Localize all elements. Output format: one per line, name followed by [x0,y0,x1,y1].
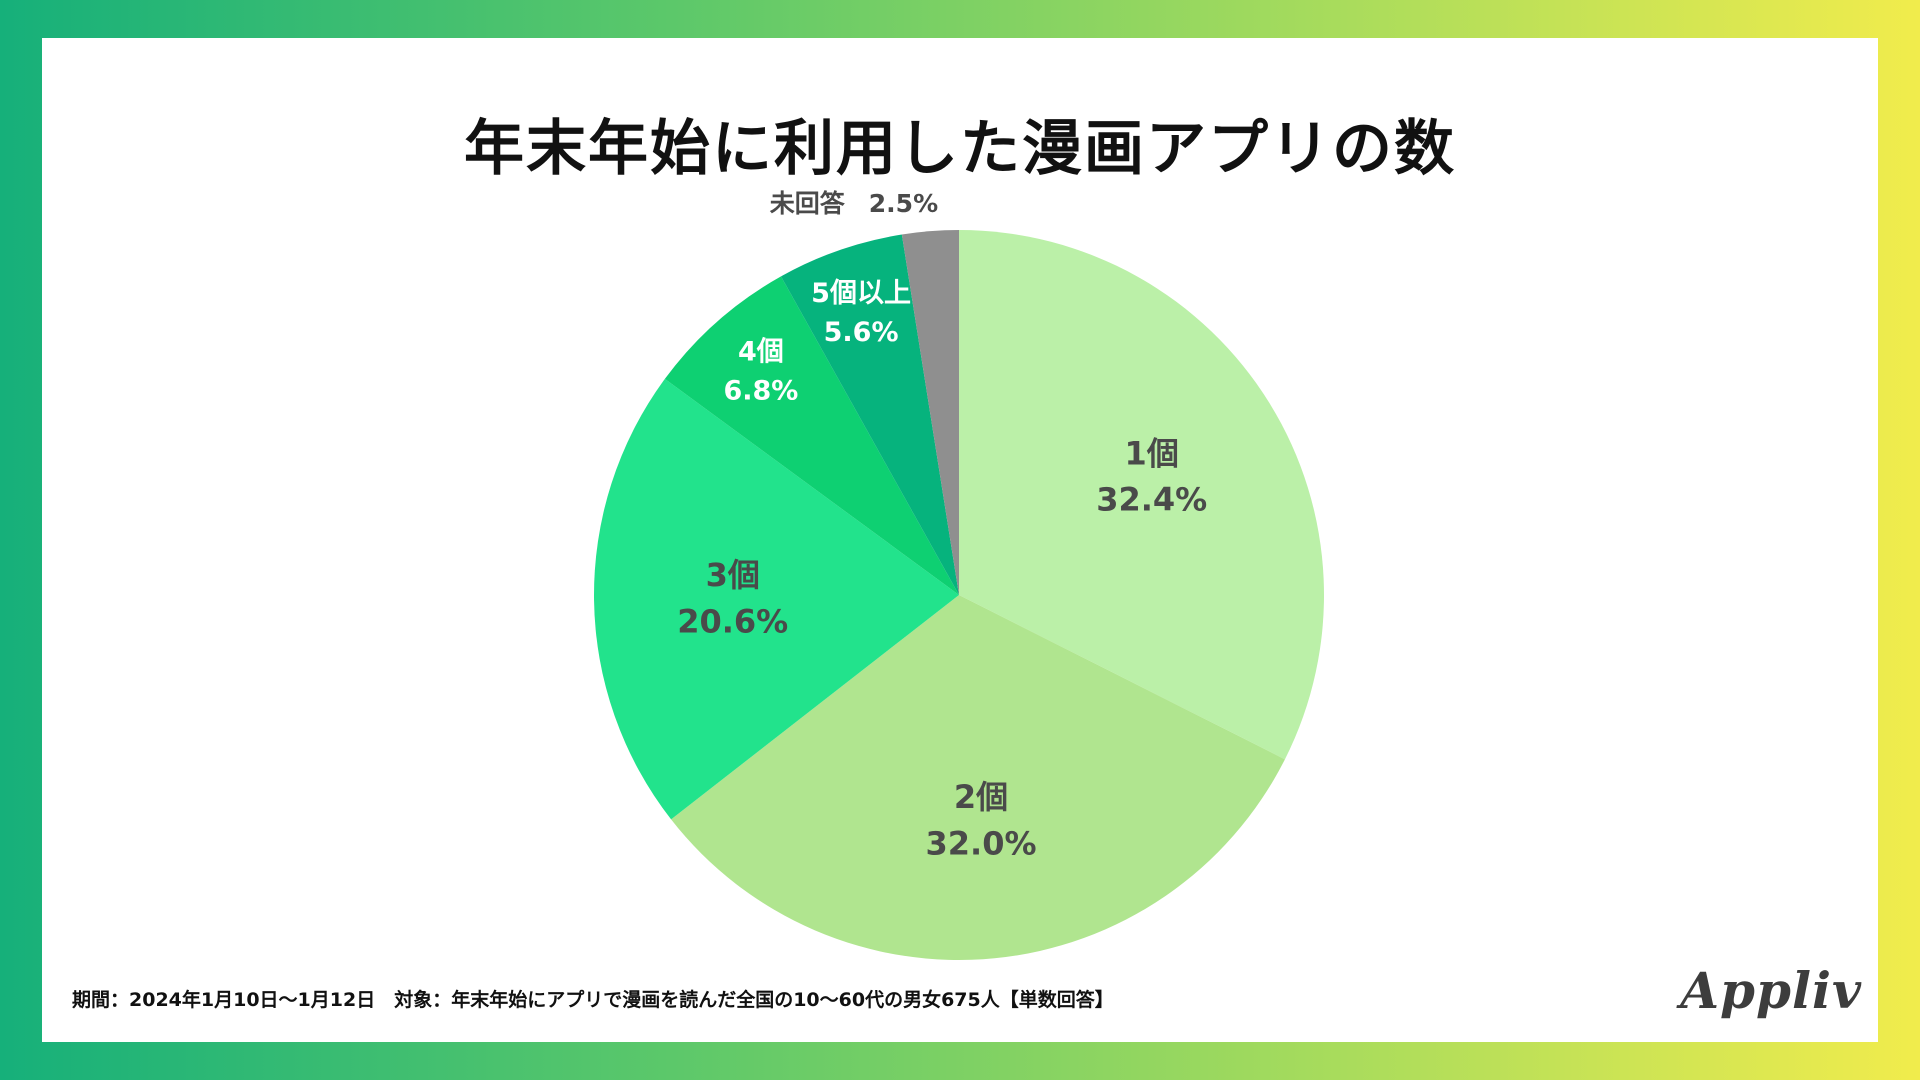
pie-slice-3 [593,378,959,820]
footnote: 期間：2024年1月10日〜1月12日 対象：年末年始にアプリで漫画を読んだ全国… [72,989,1114,1011]
slice-label-6: 未回答 2.5% [770,189,938,218]
pie-slice-5 [780,234,959,595]
slice-label-text-6: 未回答 2.5% [770,189,938,218]
slice-percent: 32.4% [1096,481,1207,519]
slice-category: 3個 [706,556,760,594]
appliv-logo: Appliv [1680,961,1862,1020]
slice-percent: 20.6% [677,603,788,641]
slice-percent: 6.8% [723,376,798,407]
slice-label-4: 4個 6.8% [723,337,798,407]
pie-slice-1 [959,230,1325,760]
pie-chart: 1個 32.4% 2個 32.0% 3個 20.6% 4個 6.8% 5個以上 5.6% 未回答 2.… [593,189,1325,960]
slice-label-3: 3個 20.6% [677,556,788,640]
slice-label-2: 2個 32.0% [926,778,1037,862]
pie-slice-4 [664,276,959,595]
slice-category: 5個以上 [811,278,911,309]
slice-category: 2個 [954,778,1008,816]
slice-percent: 5.6% [824,317,899,348]
slice-category: 1個 [1125,434,1179,472]
slice-percent: 32.0% [926,825,1037,863]
slice-percent: 2.5% [869,189,938,218]
chart-card: 年末年始に利用した漫画アプリの数 1個 32.4% 2個 32.0% 3個 20.6% 4個… [42,38,1878,1042]
chart-title: 年末年始に利用した漫画アプリの数 [464,114,1456,184]
slice-label-5: 5個以上 5.6% [811,278,911,348]
slice-category: 未回答 [770,189,846,218]
slice-label-1: 1個 32.4% [1096,434,1207,518]
pie-slice-2 [671,595,1285,960]
slice-category: 4個 [738,337,784,368]
pie-slice-6 [901,230,959,595]
